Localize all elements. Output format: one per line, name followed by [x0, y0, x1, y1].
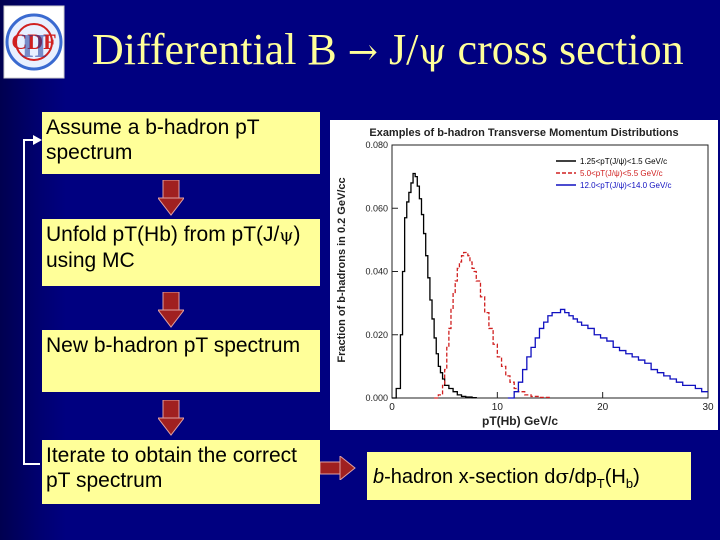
chart-title: Examples of b-hadron Transverse Momentum… [369, 127, 678, 139]
x-tick-label: 30 [702, 402, 714, 413]
series-line-1 [392, 172, 477, 399]
sigma-symbol: σ [555, 464, 569, 488]
down-arrow-icon [158, 292, 184, 328]
step-unfold: Unfold pT(Hb) from pT(J/ψ) using MC [42, 219, 320, 286]
down-arrow-icon [158, 400, 184, 436]
psi-symbol: ψ [279, 225, 294, 246]
result-box: b-hadron x-section dσ/dpT(Hb) [367, 452, 691, 500]
down-arrow-icon [158, 180, 184, 216]
legend-entry: 1.25<pT(J/ψ)<1.5 GeV/c [580, 157, 667, 166]
y-tick-label: 0.000 [365, 393, 388, 403]
step-assume-spectrum: Assume a b-hadron pT spectrum [42, 112, 320, 174]
step-new-spectrum: New b-hadron pT spectrum [42, 330, 320, 392]
y-tick-label: 0.080 [365, 140, 388, 150]
logo-roman-numeral: II [21, 28, 47, 65]
slide-title: Differential B → J/ψ cross section [92, 25, 684, 74]
psi-symbol: ψ [418, 32, 447, 73]
y-tick-label: 0.060 [365, 203, 388, 213]
cdf-logo: CDF II [3, 5, 65, 79]
x-tick-label: 0 [389, 402, 395, 413]
y-tick-label: 0.020 [365, 330, 388, 340]
legend-entry: 12.0<pT(J/ψ)<14.0 GeV/c [580, 181, 672, 190]
x-tick-label: 20 [597, 402, 609, 413]
right-arrow-icon [320, 456, 356, 480]
pt-distribution-chart: Examples of b-hadron Transverse Momentum… [336, 127, 714, 428]
step-iterate: Iterate to obtain the correct pT spectru… [42, 440, 320, 504]
series-line-2 [434, 251, 551, 399]
iteration-loop-arrow [23, 135, 42, 465]
logo-letters: CDF [11, 29, 56, 54]
series-line-3 [507, 308, 708, 399]
legend-entry: 5.0<pT(J/ψ)<5.5 GeV/c [580, 169, 663, 178]
x-tick-label: 10 [492, 402, 504, 413]
y-axis-label: Fraction of b-hadrons in 0.2 GeV/cc [336, 177, 348, 362]
right-arrow-icon: → [347, 32, 378, 73]
x-axis-label: pT(Hb) GeV/c [482, 414, 558, 428]
y-tick-label: 0.040 [365, 267, 388, 277]
pt-distribution-plot: Examples of b-hadron Transverse Momentum… [330, 120, 718, 430]
